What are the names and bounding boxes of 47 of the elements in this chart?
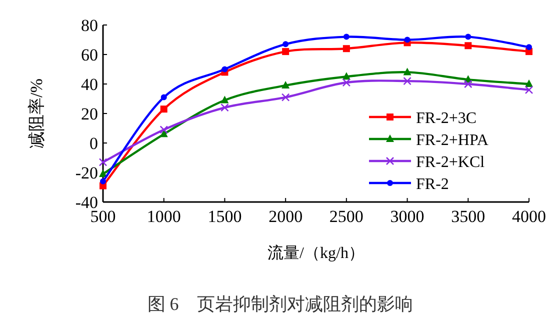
point — [404, 36, 410, 43]
point — [464, 42, 472, 50]
point — [342, 78, 351, 87]
point — [99, 169, 107, 177]
point — [160, 130, 168, 138]
text: 图 6 页岩抑制剂对减阻剂的影响 — [147, 294, 413, 314]
x-axis-title: 流量/（kg/h） — [268, 244, 364, 262]
y-tick-label: 20 — [81, 104, 98, 124]
y-tick-label: -20 — [75, 164, 98, 182]
x-tick-label: 2000 — [268, 207, 303, 226]
legend-label: FR-2+KCl — [416, 154, 486, 171]
point — [524, 86, 534, 94]
point — [526, 44, 532, 50]
x-tick-label: 1000 — [146, 207, 181, 226]
y-tick-label: 60 — [81, 46, 98, 64]
point — [343, 34, 350, 40]
point — [282, 80, 290, 88]
x-tick-label: 1500 — [208, 207, 242, 226]
legend-label: FR-2+HPA — [416, 132, 489, 149]
point — [403, 76, 412, 86]
y-tick-label: 80 — [81, 16, 98, 35]
y-tick-label: 40 — [81, 75, 98, 94]
point — [100, 178, 106, 184]
point — [160, 94, 167, 100]
y-axis-title: 减阻率/% — [27, 78, 46, 148]
y-tick-label: 0 — [90, 134, 98, 153]
point — [342, 45, 350, 52]
point — [160, 106, 168, 113]
point — [465, 34, 472, 40]
x-tick-label: 3500 — [451, 207, 486, 226]
point — [222, 66, 228, 72]
point — [160, 126, 168, 134]
x-tick-label: 4000 — [512, 207, 546, 226]
legend-label: FR-2 — [416, 176, 449, 193]
point — [282, 48, 290, 56]
point — [220, 96, 229, 104]
point — [403, 68, 412, 76]
point — [464, 80, 472, 88]
x-tick-label: 2500 — [329, 207, 364, 226]
point — [525, 80, 533, 87]
point — [282, 41, 289, 48]
point — [98, 158, 108, 166]
point — [342, 72, 350, 80]
point — [281, 93, 290, 102]
point — [220, 103, 229, 112]
legend-label: FR-2+3C — [416, 110, 477, 127]
x-tick-label: 3000 — [390, 207, 424, 226]
